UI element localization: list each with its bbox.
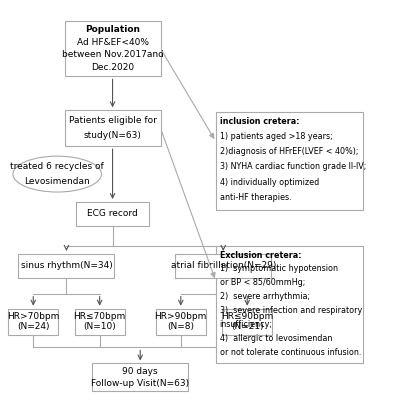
Text: anti-HF therapies.: anti-HF therapies. xyxy=(220,193,291,202)
Text: 4)  allergic to levosimendan: 4) allergic to levosimendan xyxy=(220,334,332,343)
FancyBboxPatch shape xyxy=(75,309,125,334)
Text: Levosimendan: Levosimendan xyxy=(24,177,90,186)
Text: insufficiency;: insufficiency; xyxy=(220,320,273,329)
Text: (N=8): (N=8) xyxy=(167,322,194,332)
Text: atrial fibrillation(N=29): atrial fibrillation(N=29) xyxy=(171,261,276,270)
Text: treated 6 recycles of: treated 6 recycles of xyxy=(10,162,104,171)
Text: Ad HF&EF<40%: Ad HF&EF<40% xyxy=(77,38,149,47)
Text: study(N=63): study(N=63) xyxy=(84,131,141,140)
Text: 2)diagnosis of HFrEF(LVEF < 40%);: 2)diagnosis of HFrEF(LVEF < 40%); xyxy=(220,147,358,156)
FancyBboxPatch shape xyxy=(175,254,271,278)
FancyBboxPatch shape xyxy=(76,202,149,226)
Text: sinus rhythm(N=34): sinus rhythm(N=34) xyxy=(20,261,112,270)
FancyBboxPatch shape xyxy=(216,246,364,364)
Text: (N=24): (N=24) xyxy=(17,322,50,332)
Text: 1) patients aged >18 years;: 1) patients aged >18 years; xyxy=(220,132,332,141)
Text: Follow-up Visit(N=63): Follow-up Visit(N=63) xyxy=(91,379,189,388)
Text: or not tolerate continuous infusion.: or not tolerate continuous infusion. xyxy=(220,348,361,357)
FancyBboxPatch shape xyxy=(222,309,272,334)
Text: ECG record: ECG record xyxy=(87,210,138,218)
FancyBboxPatch shape xyxy=(8,309,58,334)
Text: between Nov.2017and: between Nov.2017and xyxy=(62,50,163,59)
Text: Exclusion cretera:: Exclusion cretera: xyxy=(220,251,301,260)
FancyBboxPatch shape xyxy=(64,21,160,76)
Text: HR≤90bpm: HR≤90bpm xyxy=(221,312,274,321)
Text: Dec.2020: Dec.2020 xyxy=(91,63,134,72)
Text: 2)  severe arrhythmia;: 2) severe arrhythmia; xyxy=(220,292,310,301)
FancyBboxPatch shape xyxy=(18,254,114,278)
FancyBboxPatch shape xyxy=(92,364,188,391)
FancyBboxPatch shape xyxy=(64,110,160,146)
Text: (N=10): (N=10) xyxy=(83,322,116,332)
FancyBboxPatch shape xyxy=(216,112,364,210)
Text: 1)  symptomatic hypotension: 1) symptomatic hypotension xyxy=(220,264,338,274)
Text: Patients eligible for: Patients eligible for xyxy=(69,116,156,125)
Ellipse shape xyxy=(13,156,101,192)
Text: HR>90bpm: HR>90bpm xyxy=(154,312,207,321)
Text: 90 days: 90 days xyxy=(122,367,158,376)
Text: HR≤70bpm: HR≤70bpm xyxy=(73,312,126,321)
Text: or BP < 85/60mmHg;: or BP < 85/60mmHg; xyxy=(220,278,305,287)
Text: inclusion cretera:: inclusion cretera: xyxy=(220,117,299,126)
Text: (N=21): (N=21) xyxy=(231,322,264,332)
Text: Population: Population xyxy=(85,25,140,34)
Text: 4) individually optimized: 4) individually optimized xyxy=(220,178,319,186)
Text: 3) NYHA cardiac function grade II-IV;: 3) NYHA cardiac function grade II-IV; xyxy=(220,162,366,172)
Text: 3)  severe infection and respiratory: 3) severe infection and respiratory xyxy=(220,306,362,315)
Text: HR>70bpm: HR>70bpm xyxy=(7,312,59,321)
FancyBboxPatch shape xyxy=(156,309,206,334)
